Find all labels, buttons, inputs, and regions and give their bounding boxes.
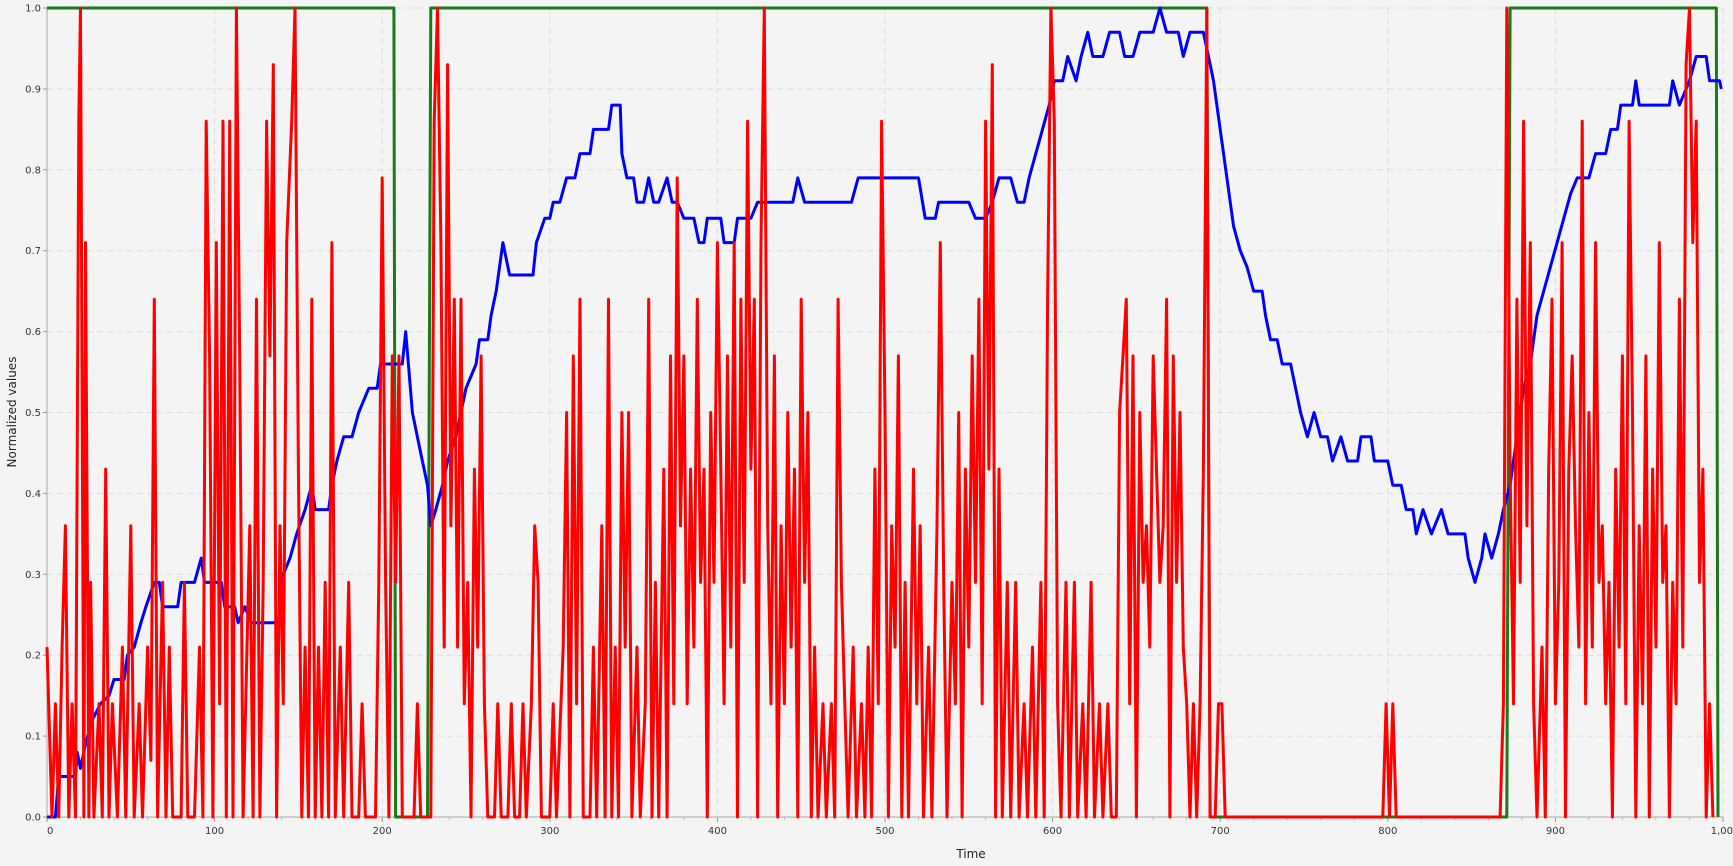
x-tick-label: 1,00	[1711, 826, 1733, 837]
y-tick-label: 0.2	[25, 651, 41, 662]
x-axis-title: Time	[955, 847, 985, 861]
y-tick-label: 0.0	[25, 813, 41, 824]
y-tick-label: 0.1	[25, 732, 41, 743]
x-tick-label: 800	[1378, 826, 1397, 837]
x-tick-label: 200	[373, 826, 392, 837]
x-tick-label: 500	[875, 826, 894, 837]
y-tick-label: 0.5	[25, 408, 41, 419]
y-tick-label: 0.9	[25, 84, 41, 95]
grid-lines	[47, 7, 1724, 818]
y-tick-label: 0.3	[25, 570, 41, 581]
series-line-2	[45, 6, 1715, 819]
y-tick-label: 0.4	[25, 489, 41, 500]
y-tick-label: 0.8	[25, 165, 41, 176]
x-tick-label: 0	[47, 826, 53, 837]
y-axis-title: Normalized values	[5, 357, 19, 468]
x-tick-label: 400	[708, 826, 727, 837]
x-tick-label: 600	[1043, 826, 1062, 837]
x-tick-label: 100	[205, 826, 224, 837]
series-lines	[45, 6, 1723, 819]
y-tick-label: 1.0	[25, 4, 41, 15]
x-tick-label: 700	[1211, 826, 1230, 837]
y-tick-label: 0.6	[25, 327, 41, 338]
x-tick-label: 900	[1546, 826, 1565, 837]
x-tick-label: 300	[540, 826, 559, 837]
tick-labels: 0.0 0.1 0.2 0.3 0.4 0.5 0.6 0.7 0.8 0.9 1.0 0 100 200…	[25, 4, 1733, 838]
y-tick-label: 0.7	[25, 246, 41, 257]
